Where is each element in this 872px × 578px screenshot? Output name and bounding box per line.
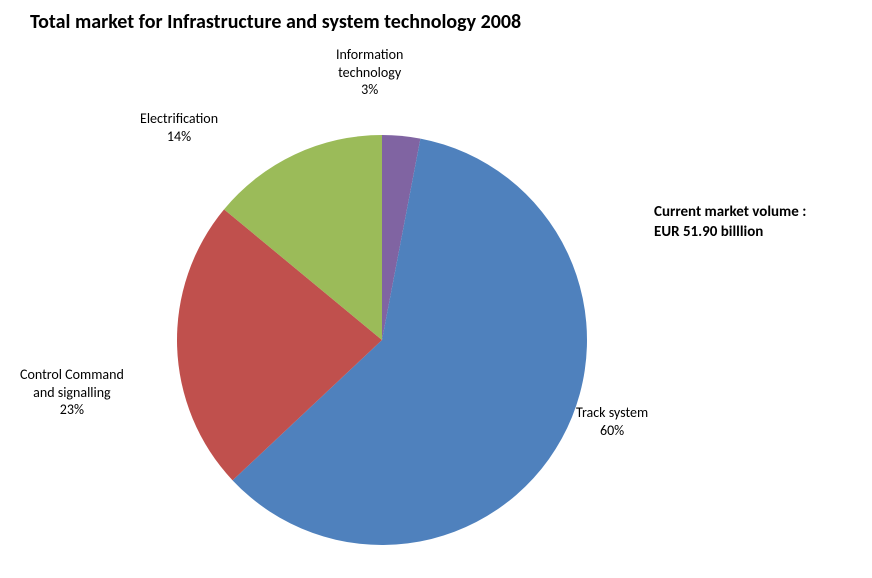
annotation-line1: Current market volume : — [654, 202, 806, 222]
slice-label-line: 14% — [140, 128, 218, 146]
slice-label: Track system60% — [576, 404, 648, 439]
slice-label-line: Information — [336, 46, 403, 64]
slice-label-line: Track system — [576, 404, 648, 422]
slice-label-line: 3% — [336, 81, 403, 99]
slice-label-line: Electrification — [140, 110, 218, 128]
slice-label-line: 60% — [576, 422, 648, 440]
slice-label: Electrification14% — [140, 110, 218, 145]
slice-label: Control Commandand signalling23% — [20, 366, 124, 419]
annotation-line2: EUR 51.90 billlion — [654, 222, 806, 242]
slice-label-line: technology — [336, 64, 403, 82]
slice-label-line: Control Command — [20, 366, 124, 384]
slice-label: Informationtechnology3% — [336, 46, 403, 99]
slice-label-line: 23% — [20, 401, 124, 419]
market-volume-annotation: Current market volume : EUR 51.90 billli… — [654, 202, 806, 243]
slice-label-line: and signalling — [20, 384, 124, 402]
pie-chart — [0, 0, 872, 578]
